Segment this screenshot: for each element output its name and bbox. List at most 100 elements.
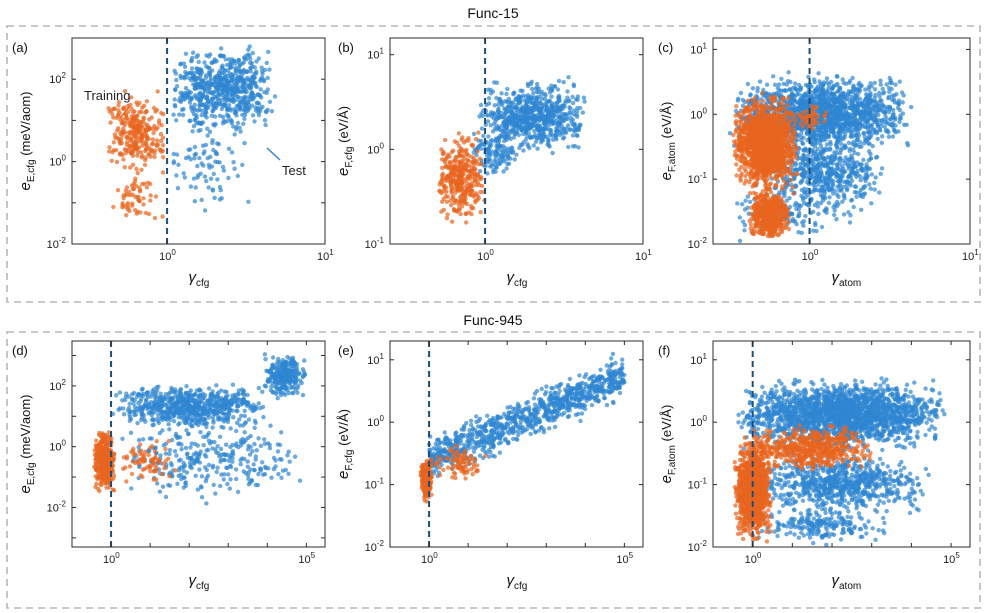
scatter-point	[209, 102, 214, 107]
scatter-point	[863, 178, 868, 184]
scatter-point	[459, 199, 464, 204]
scatter-point	[264, 109, 269, 115]
scatter-point	[242, 116, 247, 122]
scatter-point	[545, 120, 550, 125]
panel-label-a: (a)	[12, 40, 28, 55]
scatter-point	[826, 185, 831, 190]
scatter-point	[199, 197, 204, 203]
scatter-point	[841, 169, 847, 174]
scatter-point	[869, 122, 875, 128]
scatter-point	[152, 215, 158, 221]
scatter-point	[872, 180, 877, 186]
scatter-point	[456, 168, 461, 174]
scatter-point	[456, 131, 462, 136]
scatter-point	[232, 132, 237, 137]
x-axis-label-b: γcfg	[507, 269, 528, 289]
scatter-point	[866, 87, 872, 92]
scatter-point	[217, 197, 223, 202]
scatter-point	[855, 168, 860, 173]
scatter-point	[198, 96, 204, 101]
scatter-point	[457, 150, 462, 156]
scatter-point	[133, 194, 138, 199]
scatter-point	[840, 199, 845, 204]
scatter-point	[873, 129, 879, 134]
scatter-point	[563, 100, 568, 106]
scatter-point	[834, 74, 840, 79]
scatter-point	[182, 175, 187, 180]
scatter-point	[565, 123, 571, 128]
scatter-point	[536, 89, 541, 95]
scatter-point	[222, 67, 227, 73]
scatter-point	[841, 212, 847, 217]
scatter-point	[225, 62, 230, 68]
scatter-point	[854, 194, 859, 199]
scatter-point	[727, 131, 733, 136]
scatter-point	[882, 124, 887, 129]
scatter-point	[840, 77, 845, 82]
scatter-point	[212, 57, 217, 62]
scatter-point	[176, 162, 181, 167]
scatter-point	[815, 200, 820, 205]
scatter-point	[546, 98, 551, 104]
scatter-point	[870, 116, 876, 122]
scatter-point	[196, 59, 201, 65]
scatter-point	[882, 110, 888, 116]
scatter-point	[508, 156, 513, 161]
scatter-point	[852, 172, 858, 177]
scatter-point	[502, 138, 507, 144]
scatter-point	[505, 86, 510, 92]
scatter-point	[192, 73, 197, 78]
scatter-point	[831, 83, 836, 89]
scatter-point	[238, 89, 243, 95]
scatter-point	[499, 91, 504, 96]
scatter-point	[159, 123, 164, 128]
scatter-point	[474, 152, 479, 158]
scatter-point	[797, 155, 802, 160]
scatter-point	[221, 168, 227, 173]
scatter-point	[895, 105, 901, 111]
scatter-point	[777, 100, 782, 106]
scatter-point	[152, 148, 158, 153]
scatter-point	[824, 128, 829, 133]
scatter-point	[479, 141, 485, 147]
scatter-point	[793, 106, 799, 112]
scatter-point	[821, 87, 826, 92]
scatter-point	[841, 166, 846, 171]
scatter-point	[820, 154, 825, 159]
scatter-point	[255, 92, 260, 97]
scatter-point	[857, 110, 863, 116]
scatter-point	[472, 176, 477, 182]
scatter-point	[263, 122, 268, 128]
scatter-point	[556, 78, 562, 84]
scatter-point	[171, 160, 176, 166]
scatter-point	[177, 112, 182, 117]
scatter-point	[567, 105, 572, 110]
scatter-point	[847, 220, 853, 225]
scatter-point	[461, 140, 467, 145]
scatter-point	[178, 95, 183, 100]
scatter-point	[232, 166, 237, 171]
scatter-point	[150, 137, 155, 142]
scatter-point	[496, 109, 501, 114]
scatter-point	[516, 94, 521, 99]
scatter-point	[224, 93, 229, 99]
scatter-point	[863, 137, 869, 143]
scatter-point	[539, 96, 545, 101]
scatter-point	[144, 185, 150, 190]
scatter-point	[120, 152, 125, 158]
scatter-point	[737, 215, 742, 220]
scatter-point	[142, 162, 148, 168]
scatter-point	[535, 127, 540, 132]
scatter-point	[460, 191, 465, 197]
scatter-point	[248, 95, 253, 100]
scatter-point	[134, 211, 139, 216]
scatter-point	[493, 169, 498, 174]
scatter-point	[440, 165, 445, 171]
scatter-point	[859, 207, 864, 212]
scatter-point	[478, 210, 483, 215]
scatter-point	[254, 71, 259, 76]
scatter-point	[572, 121, 577, 127]
scatter-point	[546, 140, 551, 145]
scatter-point	[852, 164, 858, 169]
scatter-point	[500, 102, 505, 108]
